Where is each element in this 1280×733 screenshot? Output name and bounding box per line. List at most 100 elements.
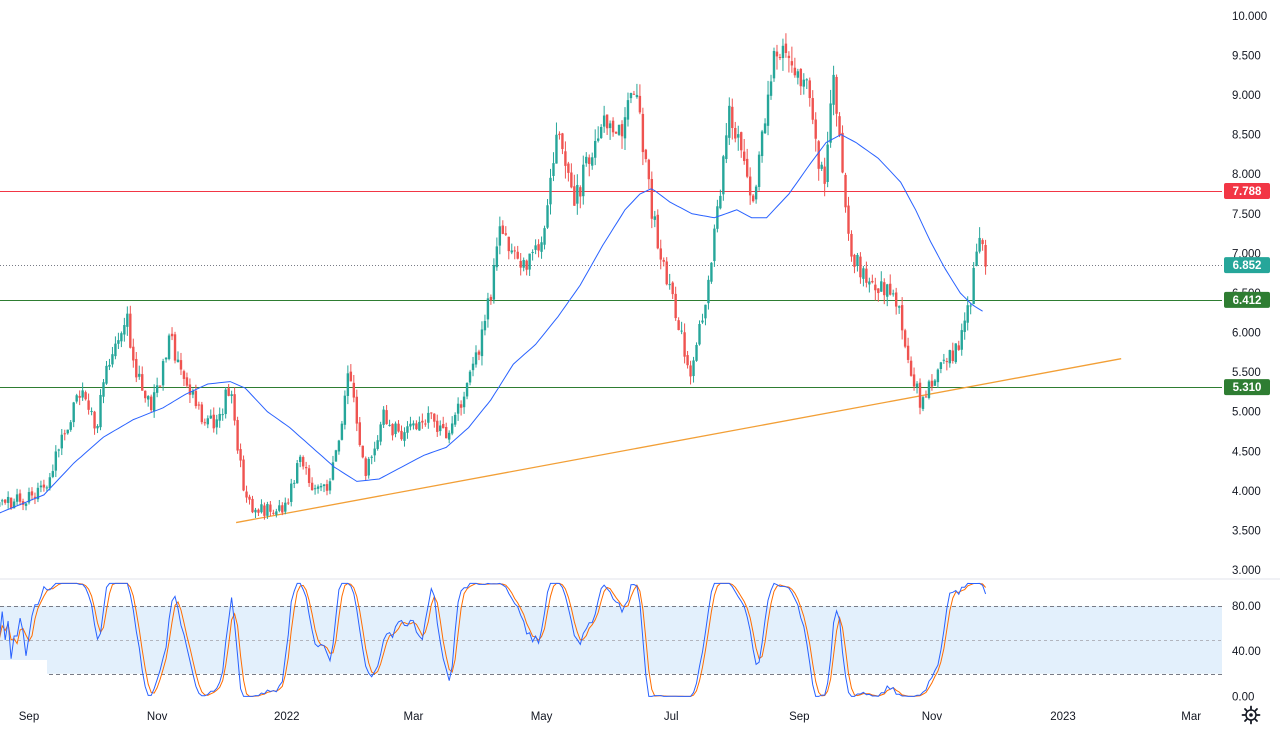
candle-body-244 — [725, 135, 727, 159]
candle-body-99 — [293, 483, 295, 484]
candle-body-56 — [165, 358, 167, 360]
candle-body-233 — [692, 360, 694, 376]
candle-body-95 — [281, 505, 283, 512]
candle-body-290 — [862, 268, 864, 279]
candle-body-16 — [46, 487, 48, 488]
candle-body-203 — [603, 116, 605, 127]
candle-body-51 — [150, 397, 152, 410]
candle-body-253 — [752, 196, 754, 202]
candle-body-168 — [499, 226, 501, 245]
candle-body-277 — [823, 167, 825, 184]
candle-body-206 — [612, 121, 614, 133]
candle-body-281 — [835, 77, 837, 114]
price-tick-label: 8.500 — [1232, 130, 1261, 142]
candle-body-311 — [925, 396, 927, 397]
candle-body-297 — [883, 282, 885, 295]
candle-body-299 — [889, 284, 891, 295]
stoch-band — [0, 606, 1222, 674]
candle-body-196 — [582, 165, 584, 197]
candle-body-91 — [269, 505, 271, 512]
candle-body-137 — [406, 426, 408, 432]
candle-body-296 — [880, 281, 882, 291]
candle-body-135 — [400, 431, 402, 439]
candle-body-28 — [81, 390, 83, 397]
candle-body-103 — [305, 467, 307, 468]
candle-body-328 — [975, 252, 977, 266]
candle-body-74 — [219, 414, 221, 421]
time-tick-label: 2023 — [1050, 711, 1076, 723]
candle-body-282 — [838, 116, 840, 135]
candle-body-163 — [484, 321, 486, 330]
candle-body-50 — [147, 396, 149, 399]
candle-body-43 — [126, 314, 128, 327]
candle-body-242 — [719, 196, 721, 208]
candlesticks — [0, 33, 987, 519]
candle-body-317 — [943, 360, 945, 361]
candle-body-30 — [87, 400, 89, 409]
candle-body-81 — [239, 449, 241, 460]
price-tick-label: 5.500 — [1232, 367, 1261, 379]
time-tick-label: May — [531, 711, 553, 723]
candle-body-162 — [481, 329, 483, 356]
candle-body-48 — [141, 374, 143, 391]
settings-gear-icon[interactable] — [1241, 705, 1261, 725]
candle-body-3 — [7, 497, 9, 503]
candle-body-186 — [552, 163, 554, 176]
candle-body-78 — [230, 394, 232, 396]
candle-body-53 — [156, 385, 158, 393]
candle-body-41 — [120, 333, 122, 341]
candle-body-38 — [111, 354, 113, 364]
candle-body-133 — [394, 423, 396, 434]
candle-body-54 — [159, 386, 161, 387]
candle-body-62 — [183, 371, 185, 379]
candle-body-302 — [898, 306, 900, 307]
candle-body-235 — [698, 324, 700, 344]
candle-body-109 — [323, 484, 325, 486]
candle-body-278 — [826, 145, 828, 182]
candle-body-22 — [64, 433, 66, 434]
candle-body-126 — [373, 449, 375, 456]
candle-body-326 — [969, 305, 971, 306]
horizontal-levels — [0, 192, 1222, 388]
candle-body-310 — [922, 397, 924, 409]
candle-body-14 — [40, 486, 42, 488]
candle-body-97 — [287, 503, 289, 504]
candle-body-83 — [245, 492, 247, 498]
candle-body-27 — [78, 396, 80, 398]
stoch-tick-label: 80.00 — [1232, 601, 1261, 613]
candle-body-69 — [204, 422, 206, 423]
candle-body-300 — [892, 293, 894, 294]
candle-body-212 — [630, 93, 632, 98]
candle-body-176 — [522, 260, 524, 268]
candle-body-188 — [558, 134, 560, 135]
candle-body-37 — [108, 365, 110, 367]
candle-body-314 — [934, 380, 936, 385]
candle-body-155 — [460, 404, 462, 408]
stoch-tick-label: 40.00 — [1232, 646, 1261, 658]
candle-body-191 — [567, 164, 569, 173]
candle-body-285 — [847, 206, 849, 234]
candle-body-236 — [701, 321, 703, 323]
candle-body-286 — [850, 234, 852, 257]
candle-body-301 — [895, 292, 897, 306]
candle-body-107 — [317, 486, 319, 488]
candle-body-158 — [469, 372, 471, 383]
candle-body-148 — [439, 426, 441, 432]
candle-body-192 — [570, 172, 572, 187]
candle-body-294 — [874, 285, 876, 291]
candle-body-174 — [517, 252, 519, 259]
candle-body-159 — [472, 364, 474, 370]
candle-body-184 — [546, 205, 548, 227]
candle-body-46 — [135, 359, 137, 377]
candle-body-101 — [299, 457, 301, 462]
candle-body-228 — [677, 320, 679, 330]
candle-body-274 — [815, 120, 817, 139]
candle-body-87 — [257, 510, 259, 513]
candle-body-104 — [308, 468, 310, 483]
candle-body-111 — [329, 481, 331, 490]
candle-body-150 — [445, 427, 447, 438]
candle-body-115 — [341, 424, 343, 440]
